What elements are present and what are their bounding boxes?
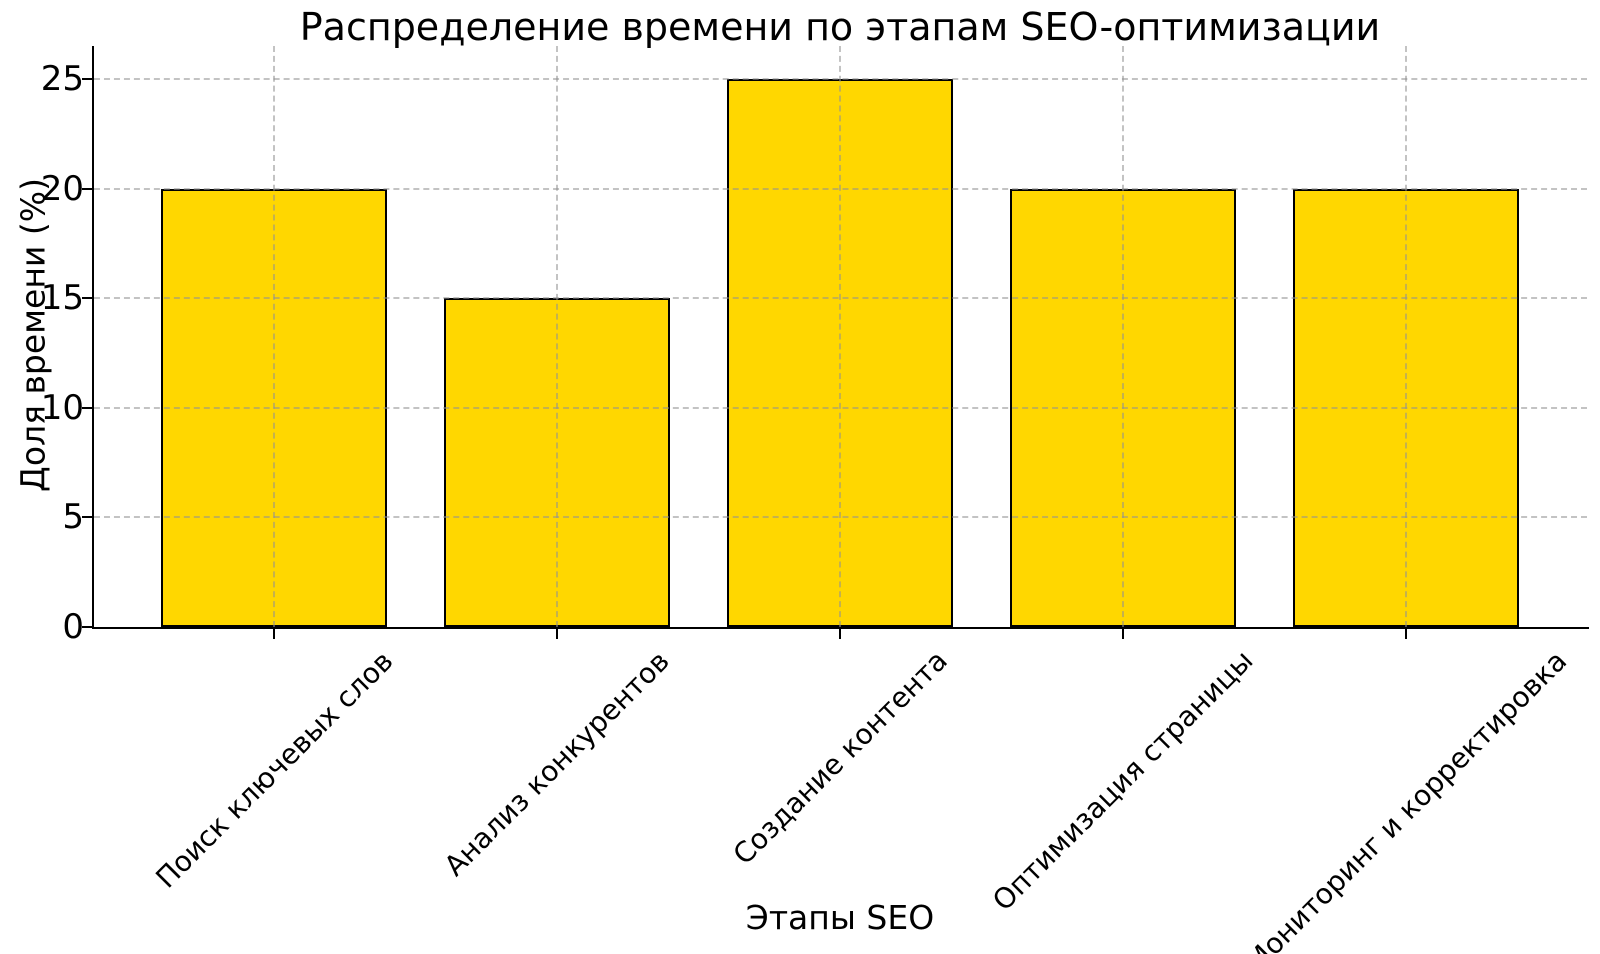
vertical-gridline-4	[1404, 46, 1407, 627]
horizontal-gridline-25	[94, 77, 1587, 80]
x-axis-spine	[92, 627, 1589, 629]
y-axis-spine	[92, 46, 94, 629]
x-tick-label-1: Анализ конкурентов	[437, 644, 676, 883]
x-tick-label-2: Создание контента	[726, 643, 954, 872]
vertical-gridline-1	[556, 46, 559, 627]
x-tick-mark-2	[839, 629, 841, 639]
y-tick-label-20: 20	[40, 168, 84, 209]
x-tick-label-0: Поиск ключевых слов	[148, 644, 400, 895]
y-tick-label-10: 10	[40, 387, 84, 428]
y-tick-mark-20	[82, 187, 92, 190]
vertical-gridline-2	[839, 46, 841, 627]
y-axis-label: Доля времени (%)	[13, 178, 53, 492]
x-tick-mark-0	[273, 629, 276, 639]
y-tick-mark-15	[82, 297, 92, 300]
y-tick-mark-25	[82, 77, 92, 80]
x-tick-mark-3	[1121, 629, 1124, 639]
y-tick-label-5: 5	[62, 497, 84, 538]
vertical-gridline-0	[273, 46, 276, 627]
x-tick-label-3: Оптимизация страницы	[986, 644, 1260, 918]
x-axis-label: Этапы SEO	[745, 898, 935, 937]
y-tick-mark-0	[82, 626, 92, 628]
horizontal-gridline-10	[94, 406, 1587, 409]
horizontal-gridline-5	[94, 516, 1587, 519]
horizontal-gridline-15	[94, 297, 1587, 300]
y-tick-mark-10	[82, 406, 92, 409]
vertical-gridline-3	[1121, 46, 1124, 627]
horizontal-gridline-20	[94, 187, 1587, 190]
y-tick-mark-5	[82, 516, 92, 519]
y-tick-label-25: 25	[40, 58, 84, 99]
y-tick-label-15: 15	[40, 278, 84, 319]
x-tick-mark-4	[1404, 629, 1407, 639]
chart-title: Распределение времени по этапам SEO-опти…	[299, 5, 1381, 49]
y-tick-label-0: 0	[62, 607, 84, 647]
x-tick-mark-1	[556, 629, 559, 639]
